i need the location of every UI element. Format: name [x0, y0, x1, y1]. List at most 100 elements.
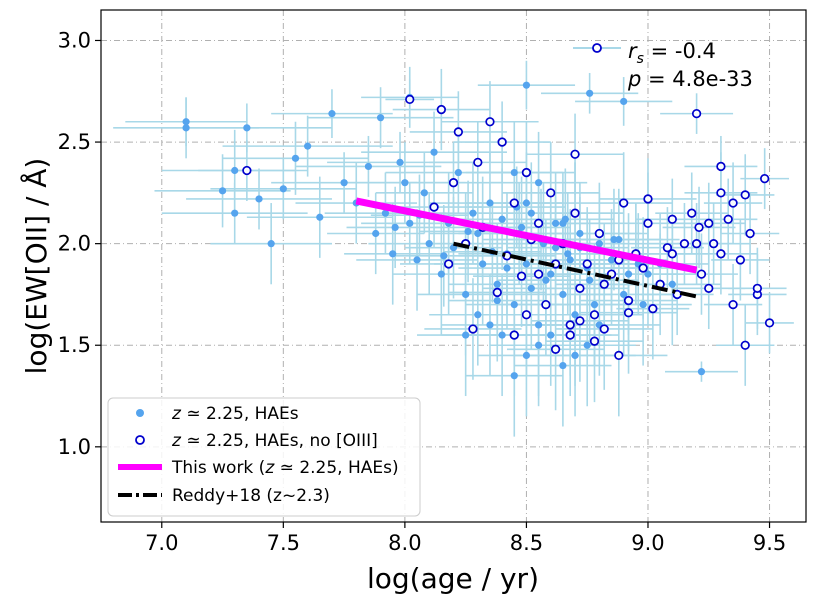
data-point-filled — [522, 260, 531, 268]
data-point-open — [492, 287, 502, 298]
y-axis-label: log(EW[OII] / Å) — [19, 158, 53, 375]
data-point-open — [599, 279, 609, 289]
data-point-open — [648, 304, 658, 314]
x-tick-label: 8.0 — [388, 531, 421, 555]
data-point-filled — [440, 252, 448, 260]
data-point-open — [728, 299, 738, 310]
data-point-open — [533, 218, 544, 228]
data-point-open — [723, 214, 733, 224]
data-point-filled — [697, 368, 706, 376]
data-point-open — [716, 249, 726, 259]
data-point-filled — [406, 219, 414, 227]
annotation-marker — [592, 43, 602, 53]
x-tick-label: 7.0 — [145, 531, 178, 555]
data-point-filled — [534, 179, 543, 187]
data-point-filled — [291, 154, 300, 162]
data-point-open — [623, 295, 634, 306]
data-point-open — [764, 318, 775, 328]
data-point-filled — [396, 158, 404, 166]
data-point-filled — [231, 166, 239, 175]
data-point-filled — [376, 114, 385, 122]
data-point-open — [516, 271, 527, 281]
data-point-filled — [586, 276, 594, 284]
data-point-filled — [620, 97, 628, 106]
data-point-open — [667, 249, 677, 259]
data-point-filled — [564, 250, 572, 258]
data-point-filled — [571, 351, 579, 359]
data-point-open — [405, 94, 415, 105]
data-point-filled — [372, 229, 380, 238]
data-point-filled — [552, 219, 560, 227]
data-point-open — [521, 167, 532, 178]
data-point-open — [708, 239, 719, 249]
data-point-open — [468, 324, 478, 334]
data-point-open — [436, 104, 446, 115]
data-point-filled — [231, 209, 239, 217]
data-point-filled — [583, 341, 591, 349]
data-point-filled — [498, 331, 506, 339]
data-point-filled — [522, 81, 531, 89]
data-point-open — [570, 208, 580, 218]
data-point-open — [752, 283, 763, 293]
data-point-filled — [255, 195, 263, 203]
data-point-filled — [420, 189, 428, 197]
data-point-filled — [559, 290, 567, 299]
y-tick-label: 1.5 — [58, 333, 91, 357]
data-point-open — [443, 259, 454, 269]
data-point-filled — [552, 244, 560, 252]
rs-annotation: rs = -0.4 — [628, 39, 716, 67]
data-point-open — [565, 320, 575, 330]
data-point-filled — [510, 301, 518, 309]
data-point-open — [570, 149, 580, 159]
data-point-open — [541, 299, 551, 310]
data-point-open — [575, 283, 585, 293]
x-tick-label: 8.5 — [510, 531, 543, 555]
data-point-filled — [527, 209, 535, 217]
data-point-filled — [304, 142, 312, 150]
data-point-filled — [389, 250, 397, 258]
x-axis-label: log(age / yr) — [367, 562, 539, 595]
this-work-fit-line — [355, 197, 698, 274]
data-point-open — [662, 243, 673, 253]
data-point-filled — [391, 223, 399, 231]
data-point-filled — [328, 110, 336, 118]
data-point-filled — [430, 148, 438, 156]
y-tick-label: 1.0 — [58, 435, 91, 459]
data-point-filled — [644, 270, 652, 278]
data-point-open — [638, 263, 648, 273]
data-point-open — [696, 269, 707, 279]
fit-lines — [355, 197, 698, 299]
data-point-open — [691, 108, 702, 119]
data-point-filled — [486, 321, 494, 329]
data-point-filled — [267, 240, 275, 248]
data-point-open — [704, 218, 714, 228]
data-point-filled — [595, 240, 603, 248]
data-point-open — [667, 214, 677, 224]
data-point-open — [716, 188, 726, 198]
data-point-filled — [668, 280, 676, 288]
data-point-filled — [454, 168, 462, 177]
data-point-open — [728, 198, 738, 208]
reddy-fit-line — [453, 241, 698, 299]
plot-frame — [100, 9, 807, 523]
data-point-filled — [534, 341, 543, 349]
data-point-filled — [571, 311, 579, 319]
legend-entry-haes: z ≃ 2.25, HAEs — [171, 404, 299, 424]
data-point-open — [691, 239, 702, 249]
data-point-filled — [486, 199, 494, 207]
data-point-open — [679, 239, 690, 249]
x-tick-label: 7.5 — [267, 531, 300, 555]
data-point-filled — [182, 124, 190, 132]
legend-entry-reddy: Reddy+18 (z~2.3) — [172, 486, 330, 506]
x-tick-label: 9.5 — [753, 531, 786, 555]
data-point-open — [589, 336, 600, 346]
data-point-filled — [503, 264, 511, 272]
data-point-filled — [610, 235, 618, 244]
data-point-filled — [469, 209, 477, 217]
data-point-filled — [547, 331, 555, 339]
axis-ticks: 7.0 7.5 8.0 8.5 9.0 9.5 1.0 1.5 2.0 2.5 3.0 — [58, 28, 787, 555]
data-point-open — [429, 202, 439, 212]
y-tick-label: 2.0 — [58, 232, 91, 256]
data-point-filled — [493, 280, 501, 288]
